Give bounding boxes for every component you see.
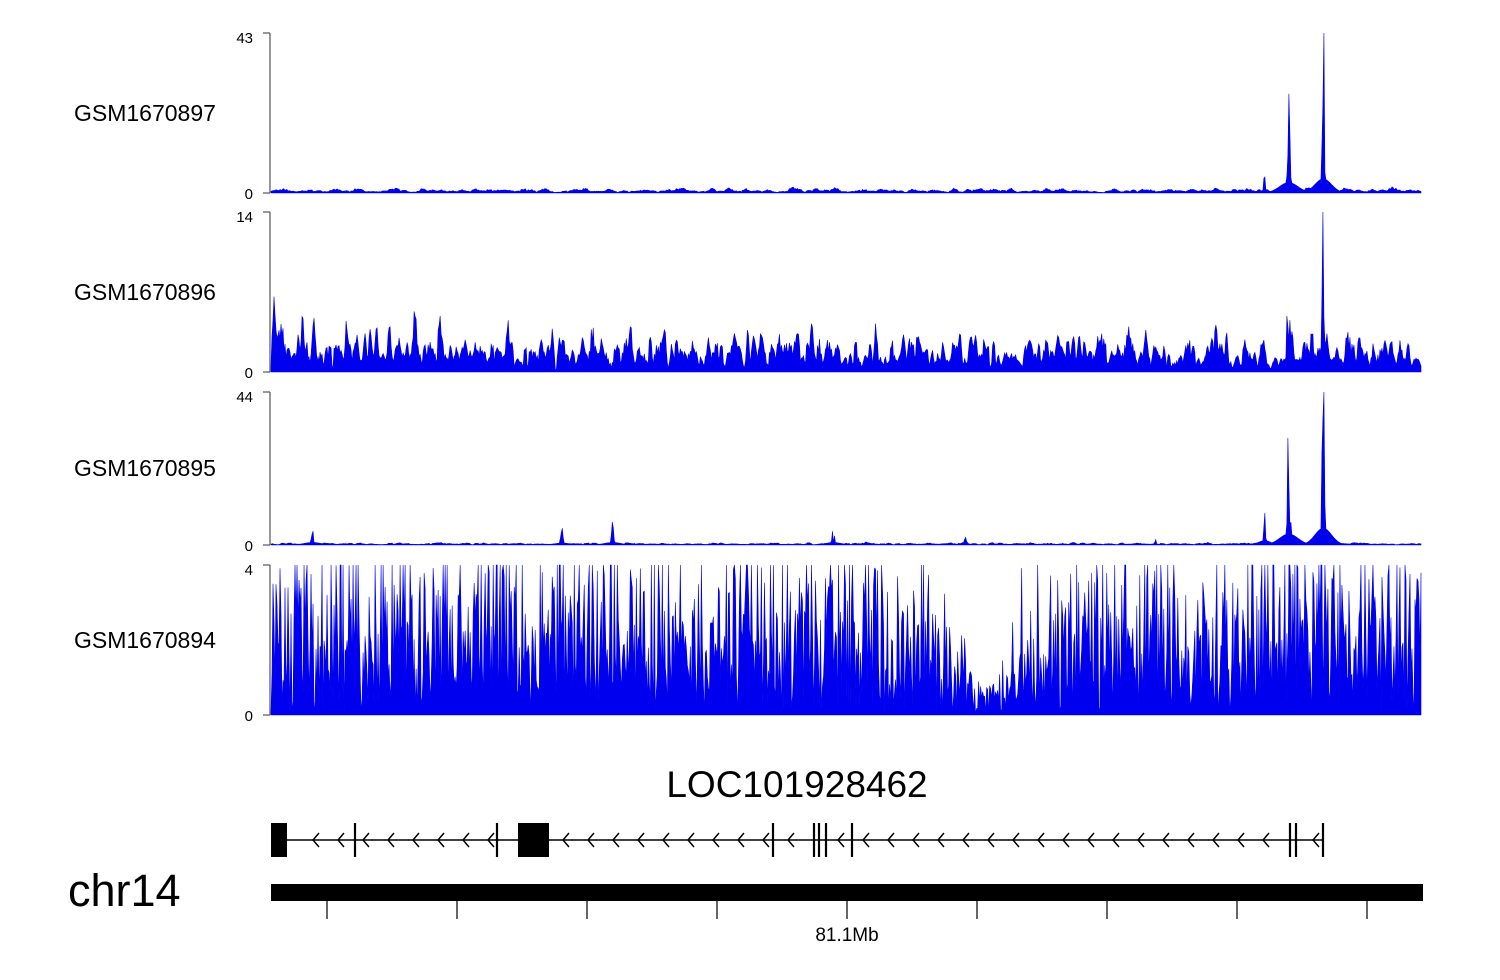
svg-text:14: 14 xyxy=(236,209,253,226)
svg-text:44: 44 xyxy=(236,389,253,406)
svg-text:43: 43 xyxy=(236,30,253,47)
svg-text:0: 0 xyxy=(245,186,253,203)
svg-text:0: 0 xyxy=(245,708,253,725)
svg-text:4: 4 xyxy=(245,562,253,579)
svg-text:0: 0 xyxy=(245,538,253,555)
svg-text:GSM1670895: GSM1670895 xyxy=(74,455,216,481)
svg-text:chr14: chr14 xyxy=(68,865,181,916)
svg-text:LOC101928462: LOC101928462 xyxy=(666,764,927,805)
svg-text:0: 0 xyxy=(245,365,253,382)
svg-text:81.1Mb: 81.1Mb xyxy=(815,925,878,946)
svg-text:GSM1670894: GSM1670894 xyxy=(74,627,216,653)
svg-text:GSM1670896: GSM1670896 xyxy=(74,279,216,305)
svg-text:GSM1670897: GSM1670897 xyxy=(74,100,216,126)
